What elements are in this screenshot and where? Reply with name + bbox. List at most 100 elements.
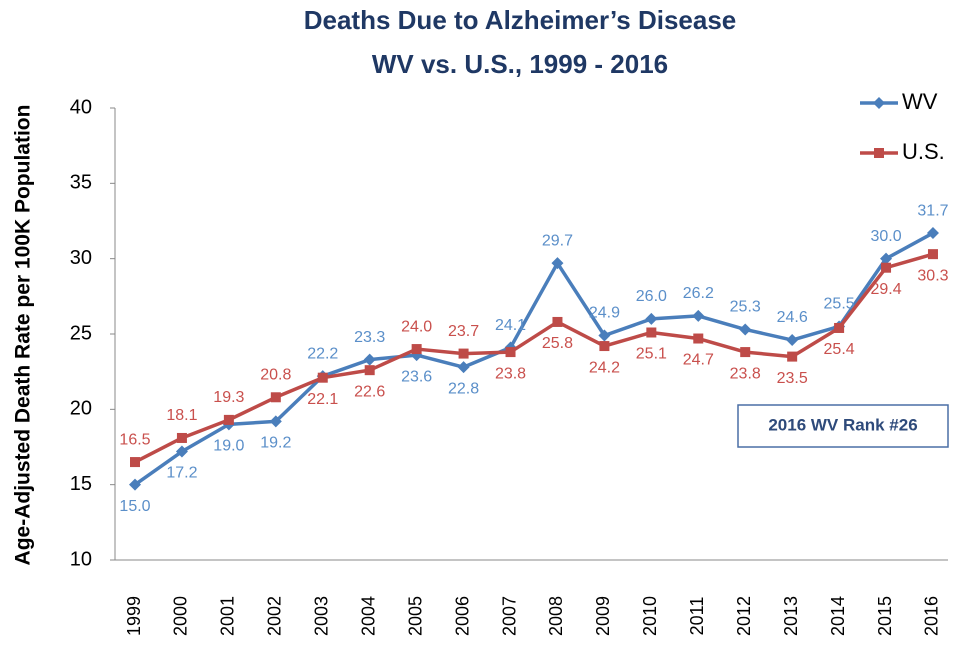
marker bbox=[740, 347, 751, 358]
data-label: 22.1 bbox=[307, 391, 338, 408]
marker bbox=[364, 365, 375, 376]
marker bbox=[223, 414, 234, 425]
x-tick-label: 2010 bbox=[640, 596, 660, 636]
y-axis-label: Age-Adjusted Death Rate per 100K Populat… bbox=[12, 105, 35, 566]
data-label: 25.1 bbox=[636, 346, 667, 363]
marker bbox=[129, 478, 141, 491]
marker bbox=[176, 432, 187, 443]
data-label: 31.7 bbox=[917, 202, 948, 219]
marker bbox=[270, 392, 281, 403]
marker bbox=[693, 333, 704, 344]
data-label: 23.7 bbox=[448, 323, 479, 340]
x-tick-label: 1999 bbox=[124, 596, 144, 636]
marker bbox=[552, 316, 563, 327]
marker bbox=[411, 344, 422, 355]
marker bbox=[269, 415, 282, 428]
y-tick-label: 25 bbox=[70, 322, 92, 344]
x-tick-label: 2002 bbox=[265, 596, 285, 636]
series-line bbox=[133, 231, 934, 487]
marker bbox=[787, 351, 798, 362]
marker bbox=[645, 312, 658, 325]
data-label: 25.3 bbox=[730, 299, 761, 316]
data-label: 22.8 bbox=[448, 380, 479, 397]
y-tick-label: 20 bbox=[70, 398, 92, 420]
marker bbox=[457, 361, 470, 374]
data-label: 24.9 bbox=[589, 305, 620, 322]
data-label: 19.3 bbox=[213, 389, 244, 406]
y-tick-label: 35 bbox=[70, 172, 92, 194]
marker bbox=[175, 445, 188, 458]
marker bbox=[551, 257, 564, 270]
marker bbox=[130, 457, 140, 468]
chart-subtitle: WV vs. U.S., 1999 - 2016 bbox=[372, 49, 668, 79]
x-tick-label: 2013 bbox=[781, 596, 801, 636]
data-label: 23.5 bbox=[777, 370, 808, 387]
x-tick-label: 2016 bbox=[922, 596, 942, 636]
x-tick-label: 2003 bbox=[312, 596, 332, 636]
y-tick-label: 30 bbox=[70, 247, 92, 269]
y-tick-label: 10 bbox=[70, 548, 92, 570]
legend-label: WV bbox=[902, 89, 938, 114]
x-tick-label: 2012 bbox=[734, 596, 754, 636]
series-line bbox=[134, 252, 934, 464]
data-label: 25.5 bbox=[824, 296, 855, 313]
annotation: 2016 WV Rank #26 bbox=[768, 415, 917, 434]
x-tick-label: 2009 bbox=[593, 596, 613, 636]
marker bbox=[599, 341, 610, 352]
data-label: 24.0 bbox=[401, 318, 432, 335]
y-tick-label: 15 bbox=[70, 473, 92, 495]
legend-label: U.S. bbox=[902, 139, 945, 164]
data-label: 25.8 bbox=[542, 335, 573, 352]
data-label: 29.4 bbox=[870, 281, 901, 298]
data-label: 24.1 bbox=[495, 317, 526, 334]
marker bbox=[927, 249, 938, 260]
data-label: 24.2 bbox=[589, 359, 620, 376]
data-label: 16.5 bbox=[119, 431, 150, 448]
marker bbox=[874, 148, 884, 158]
data-label: 18.1 bbox=[166, 407, 197, 424]
data-label: 25.4 bbox=[824, 341, 855, 358]
data-label: 20.8 bbox=[260, 366, 291, 383]
marker bbox=[786, 334, 799, 347]
x-tick-label: 2014 bbox=[828, 596, 848, 636]
marker bbox=[881, 262, 892, 273]
data-label: 29.7 bbox=[542, 232, 573, 249]
data-label: 19.0 bbox=[213, 438, 244, 455]
data-label: 23.8 bbox=[495, 365, 526, 382]
data-label: 30.3 bbox=[917, 267, 948, 284]
data-label: 22.2 bbox=[307, 345, 338, 362]
data-label: 23.6 bbox=[401, 368, 432, 385]
marker bbox=[363, 353, 376, 366]
x-tick-label: 2001 bbox=[218, 596, 238, 636]
data-label: 24.6 bbox=[777, 309, 808, 326]
marker bbox=[646, 327, 657, 338]
x-tick-label: 2008 bbox=[546, 596, 566, 636]
x-tick-label: 2015 bbox=[875, 596, 895, 636]
x-tick-label: 2007 bbox=[499, 596, 519, 636]
x-tick-label: 2000 bbox=[171, 596, 191, 636]
x-tick-label: 2004 bbox=[358, 596, 378, 636]
data-label: 30.0 bbox=[870, 228, 901, 245]
data-label: 15.0 bbox=[119, 498, 150, 515]
data-label: 23.8 bbox=[730, 365, 761, 382]
x-tick-label: 2005 bbox=[405, 596, 425, 636]
data-label: 17.2 bbox=[166, 465, 197, 482]
marker bbox=[739, 323, 752, 336]
marker bbox=[598, 329, 611, 342]
marker bbox=[834, 322, 845, 333]
data-label: 26.2 bbox=[683, 285, 714, 302]
annotation-box bbox=[737, 404, 949, 448]
marker bbox=[317, 372, 328, 383]
marker bbox=[926, 227, 939, 240]
data-label: 26.0 bbox=[636, 288, 667, 305]
data-label: 23.3 bbox=[354, 329, 385, 346]
marker bbox=[873, 97, 885, 109]
y-tick-label: 40 bbox=[70, 96, 92, 118]
marker bbox=[692, 309, 705, 322]
marker bbox=[505, 347, 516, 358]
x-tick-label: 2006 bbox=[452, 596, 472, 636]
data-label: 24.7 bbox=[683, 352, 714, 369]
marker bbox=[458, 348, 469, 359]
x-tick-label: 2011 bbox=[687, 597, 707, 636]
